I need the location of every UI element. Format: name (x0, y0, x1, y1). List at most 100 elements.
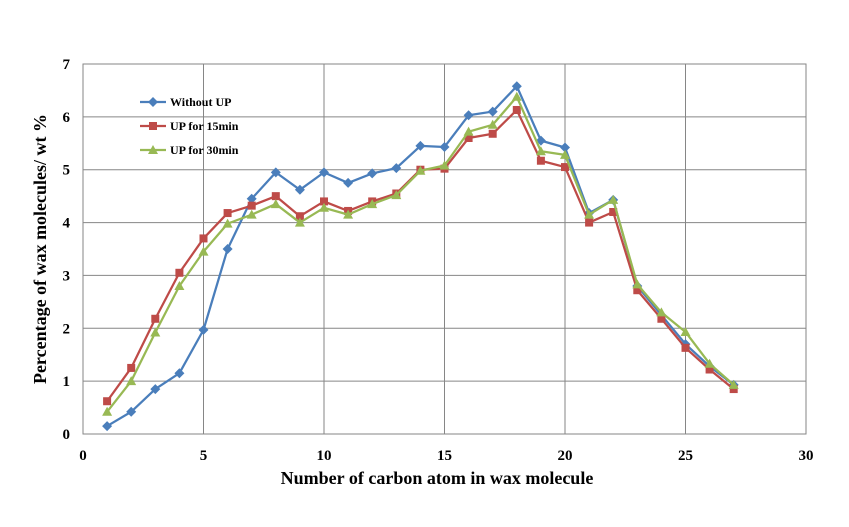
data-point (295, 212, 304, 221)
data-point (198, 324, 209, 335)
data-point (246, 209, 257, 219)
legend-label: UP for 30min (170, 143, 239, 157)
legend-label: UP for 15min (170, 119, 239, 133)
y-tick-label: 4 (63, 216, 71, 232)
data-point (391, 163, 402, 174)
data-point (487, 119, 498, 129)
data-point (319, 167, 329, 178)
series-3 (102, 91, 739, 416)
data-point (294, 184, 305, 195)
y-tick-label: 5 (63, 163, 71, 179)
data-point (729, 385, 738, 394)
legend-item: UP for 15min (140, 119, 239, 133)
data-point (319, 202, 329, 212)
data-point (222, 218, 233, 228)
y-axis-title: Percentage of wax molecules/ wt % (30, 114, 50, 384)
data-point (367, 199, 378, 209)
legend-item: Without UP (140, 95, 231, 109)
x-tick-label: 25 (678, 448, 693, 464)
data-point (584, 209, 595, 219)
data-point (560, 142, 570, 153)
data-point (127, 363, 136, 372)
data-point (415, 140, 426, 151)
data-point (488, 129, 497, 138)
data-point (728, 379, 739, 389)
data-point (343, 209, 354, 219)
y-tick-label: 0 (63, 427, 71, 443)
data-point (608, 194, 619, 204)
data-point (126, 406, 137, 417)
data-point (199, 234, 208, 243)
data-point (511, 81, 522, 92)
data-point (174, 368, 185, 379)
data-point (536, 156, 545, 165)
data-point (705, 365, 714, 374)
data-point (511, 91, 522, 101)
data-point (439, 141, 450, 152)
data-point (271, 192, 280, 201)
data-point (560, 149, 570, 159)
data-point (704, 358, 715, 368)
legend: Without UP UP for 15min UP for 30min (140, 95, 239, 157)
y-tick-label: 3 (63, 268, 71, 284)
y-tick-label: 1 (63, 374, 71, 390)
data-point (415, 165, 426, 175)
data-point (103, 397, 112, 406)
data-point (681, 343, 690, 352)
x-tick-label: 30 (799, 448, 814, 464)
data-point (463, 110, 474, 121)
x-tick-label: 0 (79, 448, 87, 464)
series-1 (102, 81, 739, 432)
legend-marker (148, 97, 158, 107)
data-point (270, 167, 281, 178)
data-point (150, 384, 161, 395)
data-point (463, 126, 474, 136)
data-point (656, 307, 667, 317)
tick-labels: 0 1 2 3 4 5 6 7 0 5 10 15 20 25 30 (63, 57, 814, 464)
data-point (585, 218, 594, 227)
data-point (632, 279, 643, 289)
data-point (222, 244, 233, 254)
data-point (126, 376, 137, 386)
data-point (247, 201, 256, 210)
y-tick-label: 2 (63, 321, 71, 337)
data-point (609, 208, 618, 216)
data-point (174, 281, 185, 290)
legend-item: UP for 30min (140, 143, 239, 157)
data-point (657, 314, 666, 323)
data-point (270, 199, 281, 209)
data-point (151, 314, 160, 323)
data-point (535, 146, 546, 156)
x-tick-label: 15 (437, 448, 452, 464)
legend-marker (148, 145, 158, 154)
data-point (512, 105, 521, 114)
data-point (561, 163, 569, 172)
y-tick-label: 6 (63, 110, 71, 126)
x-tick-label: 5 (200, 448, 208, 464)
data-point (223, 209, 232, 218)
series (102, 81, 739, 432)
data-point (367, 168, 378, 179)
x-axis-title: Number of carbon atom in wax molecule (281, 468, 594, 488)
data-point (391, 190, 402, 200)
data-point (633, 286, 642, 295)
x-tick-label: 20 (558, 448, 573, 464)
plot-area-border (82, 63, 807, 435)
data-point (198, 246, 209, 256)
data-point (246, 193, 257, 204)
y-tick-label: 7 (63, 57, 71, 73)
data-point (487, 106, 498, 117)
data-point (343, 177, 354, 188)
data-point (102, 421, 113, 432)
legend-marker (149, 122, 157, 130)
legend-label: Without UP (170, 95, 231, 109)
data-point (464, 134, 473, 142)
data-point (102, 406, 113, 416)
data-point (175, 268, 184, 277)
x-tick-label: 10 (317, 448, 332, 464)
data-point (680, 326, 691, 336)
data-point (320, 197, 328, 206)
data-point (294, 217, 305, 227)
